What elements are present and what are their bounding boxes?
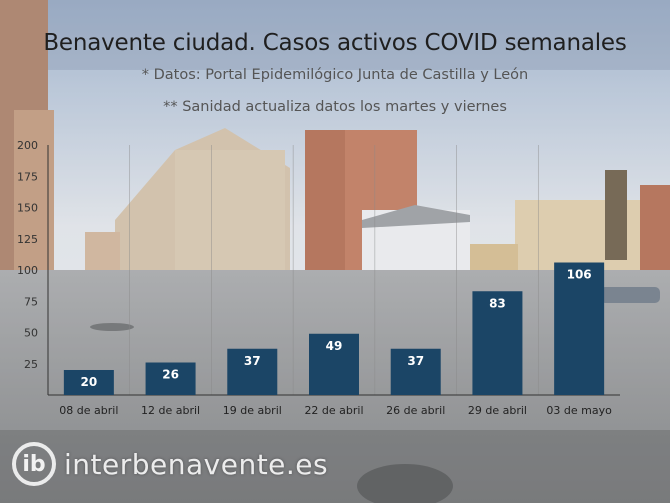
bar	[472, 291, 523, 395]
watermark-text: interbenavente.es	[64, 447, 329, 481]
y-tick-label: 25	[24, 358, 38, 371]
x-tick-label: 03 de mayo	[546, 404, 612, 417]
source-note: * Datos: Portal Epidemilógico Junta de C…	[141, 67, 529, 83]
chart-title: Benavente ciudad. Casos activos COVID se…	[43, 30, 627, 56]
x-tick-label: 26 de abril	[386, 404, 445, 417]
interbenavente-watermark: ib interbenavente.es	[12, 440, 328, 488]
y-tick-label: 150	[17, 202, 38, 215]
y-tick-label: 175	[17, 170, 38, 183]
bar	[227, 348, 278, 395]
update-note: ** Sanidad actualiza datos los martes y …	[163, 99, 507, 115]
y-tick-label: 125	[17, 233, 38, 246]
interbenavente-logo-icon: ib	[12, 442, 56, 486]
bar-value-label: 49	[326, 339, 343, 353]
x-tick-label: 08 de abril	[59, 404, 118, 417]
bar	[309, 333, 359, 395]
bar-value-label: 106	[567, 268, 592, 282]
x-tick-label: 12 de abril	[141, 404, 200, 417]
y-tick-label: 50	[24, 327, 38, 340]
bar	[554, 262, 605, 395]
y-tick-label: 200	[17, 139, 38, 152]
bar	[145, 362, 196, 395]
bar-value-label: 26	[162, 368, 179, 382]
bar-value-label: 37	[244, 354, 261, 368]
y-tick-label: 75	[24, 295, 38, 308]
bar-value-label: 37	[407, 354, 424, 368]
bar	[63, 370, 114, 395]
y-tick-label: 100	[17, 264, 38, 277]
x-tick-label: 29 de abril	[468, 404, 527, 417]
x-tick-label: 19 de abril	[223, 404, 282, 417]
bar-value-label: 83	[489, 296, 506, 310]
bar-value-label: 20	[81, 375, 98, 389]
x-tick-label: 22 de abril	[304, 404, 363, 417]
bar	[390, 348, 441, 395]
